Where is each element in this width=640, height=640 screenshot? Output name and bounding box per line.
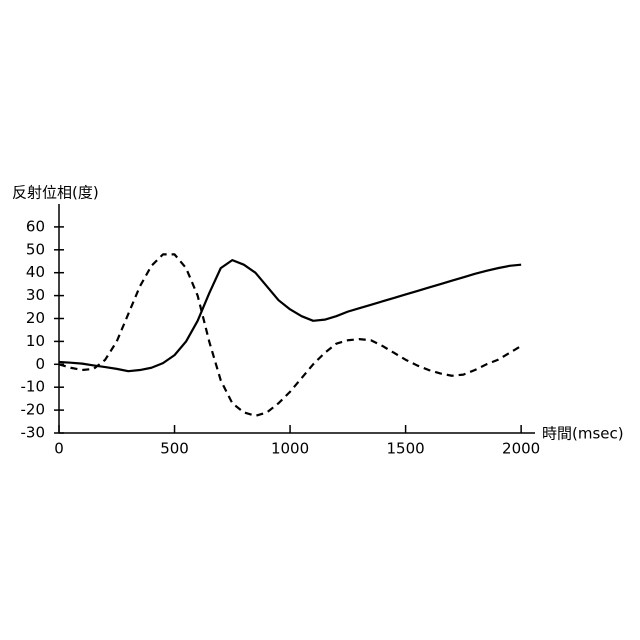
y-tick-label: 0	[35, 355, 45, 373]
x-tick-label: 500	[160, 440, 189, 458]
y-axis-label: 反射位相(度)	[12, 184, 99, 202]
x-tick-label: 1000	[271, 440, 309, 458]
x-tick-label: 1500	[387, 440, 425, 458]
y-tick-label: 60	[26, 217, 45, 235]
x-axis-label: 時間(msec)	[542, 425, 624, 443]
line-series	[59, 254, 521, 415]
y-tick-label: 40	[26, 263, 45, 281]
y-tick-label: -10	[21, 378, 46, 396]
chart: 反射位相(度) 時間(msec) -30 -20 -10 0 10 20 30 40 50 60 0…	[0, 0, 640, 640]
y-tick-label: -20	[21, 401, 46, 419]
x-tick-label: 0	[54, 440, 64, 458]
y-tick-label: 30	[26, 286, 45, 304]
y-tick-label: 10	[26, 332, 45, 350]
y-tick-label: -30	[21, 424, 46, 442]
x-tick-label: 2000	[502, 440, 540, 458]
y-tick-label: 50	[26, 240, 45, 258]
y-tick-label: 20	[26, 309, 45, 327]
